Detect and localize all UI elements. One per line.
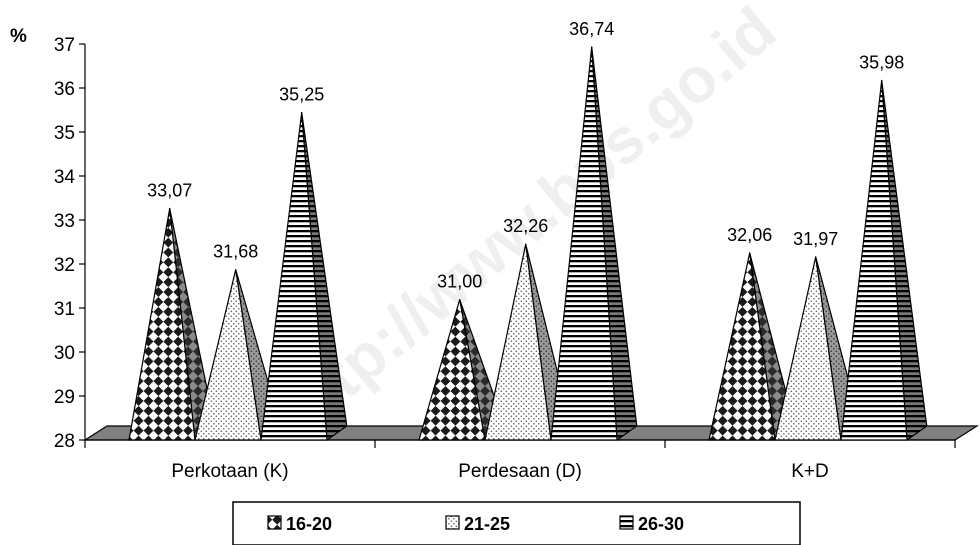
legend-swatch (445, 515, 460, 530)
cone-front (484, 243, 552, 441)
cone-front (128, 207, 196, 441)
data-label: 33,07 (147, 181, 192, 201)
y-tick-label: 37 (54, 35, 75, 56)
data-label: 32,06 (727, 225, 772, 245)
data-label: 35,98 (859, 52, 904, 72)
cone-front (260, 111, 328, 441)
data-label: 32,26 (503, 216, 548, 236)
y-tick-label: 31 (54, 299, 75, 320)
cone-series-26-30 (840, 79, 928, 441)
legend-label: 26-30 (638, 514, 684, 534)
y-tick-label: 30 (54, 343, 75, 364)
cone-series-16-20 (128, 207, 216, 441)
data-label: 36,74 (569, 19, 614, 39)
x-category-label: K+D (791, 461, 829, 482)
legend-label: 21-25 (464, 514, 510, 534)
x-category-label: Perdesaan (D) (458, 461, 582, 482)
cone-series-26-30 (550, 46, 638, 441)
y-tick-label: 32 (54, 255, 75, 276)
y-tick-label: 36 (54, 79, 75, 100)
y-tick-label: 35 (54, 123, 75, 144)
cone-series-26-30 (260, 111, 348, 441)
cone-front (840, 79, 908, 441)
data-label: 35,25 (279, 85, 324, 105)
x-category-label: Perkotaan (K) (171, 461, 288, 482)
legend: 16-20 21-25 26-30 (232, 501, 801, 545)
legend-swatch (267, 515, 282, 530)
y-tick-label: 33 (54, 211, 75, 232)
legend-swatch (619, 515, 634, 530)
y-tick-label: 34 (54, 167, 76, 188)
cone-front (774, 256, 842, 441)
legend-box (232, 501, 801, 545)
cone-front (550, 46, 618, 441)
legend-label: 16-20 (286, 514, 332, 534)
data-label: 31,68 (213, 242, 258, 262)
cone-front (194, 269, 262, 441)
data-label: 31,00 (437, 272, 482, 292)
cone-front (418, 299, 486, 441)
cone-series-16-20 (708, 252, 796, 441)
y-tick-label: 29 (54, 387, 75, 408)
y-unit-label: % (10, 26, 27, 47)
y-tick-label: 28 (54, 431, 75, 452)
data-label: 31,97 (793, 229, 838, 249)
cone-front (708, 252, 776, 441)
